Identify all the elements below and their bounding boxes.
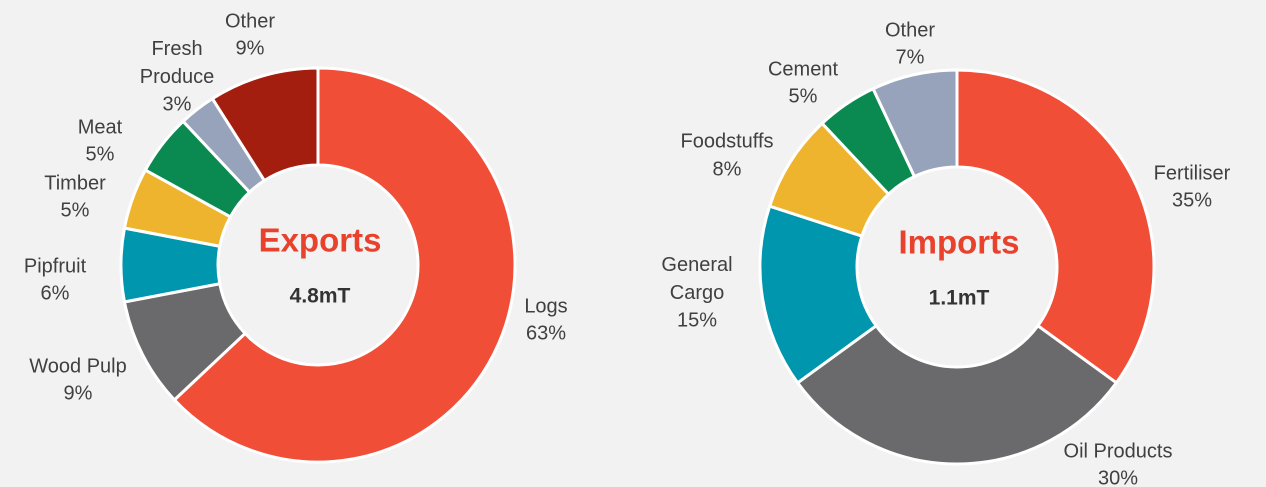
- slice-value-label: 6%: [41, 282, 70, 304]
- slice-label: Other: [885, 19, 935, 41]
- slice-value-label: 3%: [163, 93, 192, 115]
- slice-label: Logs: [524, 295, 567, 317]
- slice-value-label: 9%: [64, 382, 93, 404]
- slice-label: Cement: [768, 58, 838, 80]
- slice-label: Pipfruit: [24, 255, 87, 277]
- slice-label: Oil Products: [1064, 440, 1173, 462]
- donut-slice: [172, 66, 517, 464]
- slice-value-label: 30%: [1098, 467, 1138, 487]
- slice-label: Fresh Produce: [140, 38, 215, 88]
- donut-slice: [795, 323, 1119, 466]
- slice-value-label: 8%: [713, 158, 742, 180]
- slice-label: General Cargo: [661, 254, 732, 304]
- slice-value-label: 5%: [86, 143, 115, 165]
- slice-label: Timber: [44, 172, 106, 194]
- slice-label: Fertiliser: [1154, 162, 1231, 184]
- donut-slice: [871, 68, 959, 179]
- slice-label: Wood Pulp: [29, 355, 126, 377]
- slice-value-label: 5%: [61, 199, 90, 221]
- slice-label: Other: [225, 10, 275, 32]
- donut-slice: [210, 66, 320, 183]
- slice-value-label: 15%: [677, 309, 717, 331]
- slice-label: Meat: [78, 116, 123, 138]
- slice-value-label: 5%: [789, 85, 818, 107]
- center-subtitle: 1.1mT: [929, 287, 990, 310]
- center-title: Imports: [898, 224, 1019, 261]
- slice-value-label: 35%: [1172, 189, 1212, 211]
- center-title: Exports: [259, 222, 382, 259]
- slice-label: Foodstuffs: [680, 130, 773, 152]
- donut-slice: [955, 68, 1156, 385]
- slice-value-label: 9%: [236, 37, 265, 59]
- center-subtitle: 4.8mT: [290, 285, 351, 308]
- slice-value-label: 63%: [526, 322, 566, 344]
- slice-value-label: 7%: [896, 46, 925, 68]
